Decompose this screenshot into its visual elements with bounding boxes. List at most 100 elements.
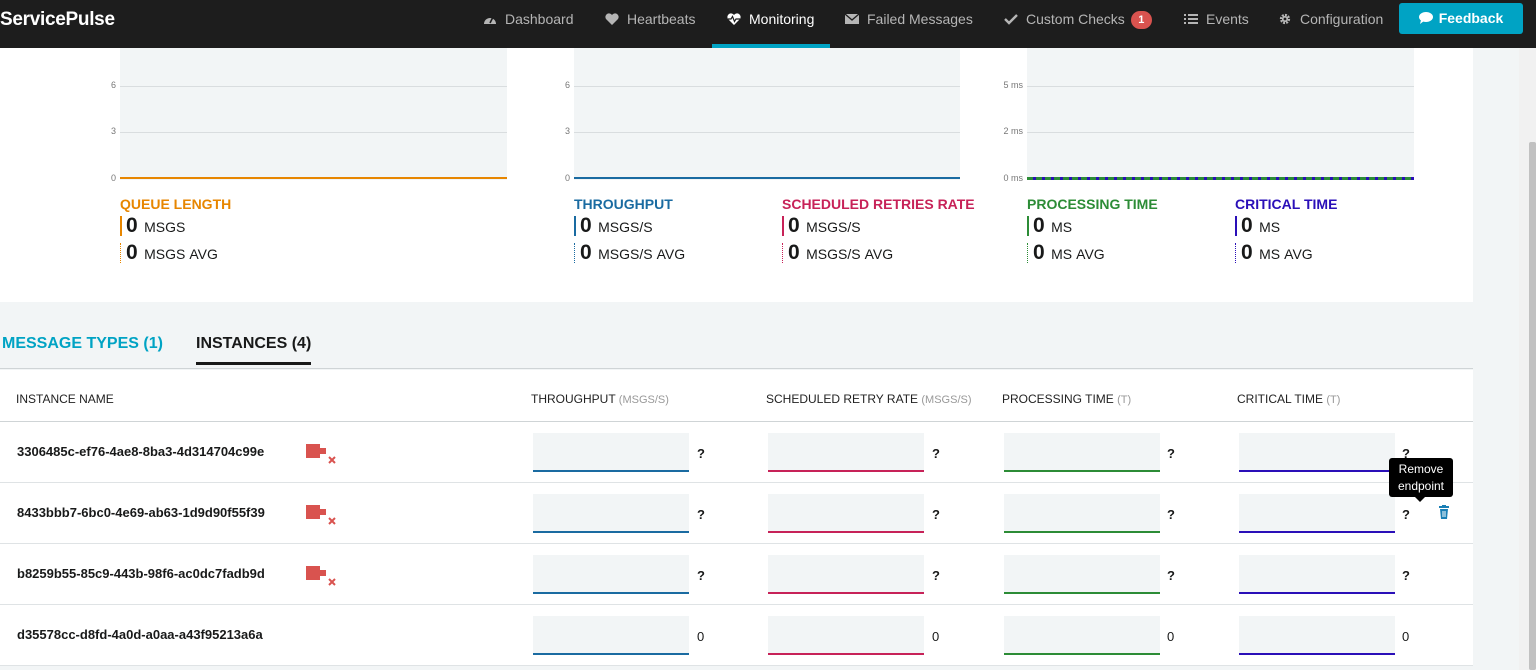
stat-current: 0 MSGS/S bbox=[782, 212, 975, 239]
gridline bbox=[574, 132, 960, 133]
instance-name[interactable]: b8259b55-85c9-443b-98f6-ac0dc7fadb9d bbox=[17, 566, 265, 581]
stat-avg-label: AVG bbox=[189, 246, 218, 262]
stat-marker bbox=[574, 243, 575, 263]
gridline bbox=[120, 132, 507, 133]
header-unit: (MSGS/S) bbox=[618, 394, 669, 406]
feedback-label: Feedback bbox=[1438, 10, 1504, 26]
tab-instances[interactable]: INSTANCES (4) bbox=[196, 335, 312, 365]
nav-configuration-label: Configuration bbox=[1300, 11, 1384, 27]
column-header-retry-rate[interactable]: SCHEDULED RETRY RATE (MSGS/S) bbox=[766, 392, 972, 406]
critical-time-sparkline bbox=[1239, 433, 1395, 472]
y-tick: 6 bbox=[564, 80, 570, 90]
queue-length-stat: QUEUE LENGTH 0 MSGS 0 MSGS AVG bbox=[120, 196, 231, 266]
critical-time-value: 0 bbox=[1402, 629, 1410, 644]
critical-time-sparkline bbox=[1239, 494, 1395, 533]
stat-marker bbox=[1027, 216, 1029, 236]
scheduled-retries-stat: SCHEDULED RETRIES RATE 0 MSGS/S 0 MSGS/S… bbox=[782, 196, 975, 266]
page-scrollbar-thumb[interactable] bbox=[1529, 142, 1536, 670]
nav-custom-checks[interactable]: Custom Checks 1 bbox=[1004, 0, 1152, 48]
stat-average: 0 MSGS/S AVG bbox=[782, 239, 975, 266]
feedback-button[interactable]: Feedback bbox=[1399, 3, 1523, 34]
stat-marker bbox=[782, 243, 783, 263]
nav-monitoring[interactable]: Monitoring bbox=[712, 0, 830, 48]
nav-dashboard-label: Dashboard bbox=[505, 11, 574, 27]
throughput-graph bbox=[574, 48, 960, 180]
table-row[interactable]: b8259b55-85c9-443b-98f6-ac0dc7fadb9d ? ?… bbox=[0, 544, 1473, 605]
nav-failed-messages[interactable]: Failed Messages bbox=[845, 0, 973, 48]
comment-icon bbox=[1418, 12, 1433, 24]
stat-current: 0 MS bbox=[1027, 212, 1158, 239]
stat-value: 0 bbox=[580, 214, 592, 237]
stat-average: 0 MS AVG bbox=[1027, 239, 1158, 266]
stat-unit: MS bbox=[1259, 246, 1281, 262]
gear-icon bbox=[1279, 13, 1291, 25]
disconnected-plug-icon bbox=[306, 566, 336, 586]
critical-time-value: ? bbox=[1402, 568, 1410, 583]
stat-average: 0 MS AVG bbox=[1235, 239, 1337, 266]
table-row[interactable]: d35578cc-d8fd-4a0d-a0aa-a43f95213a6a 0 0… bbox=[0, 605, 1473, 666]
list-icon bbox=[1184, 14, 1198, 24]
disconnected-plug-icon bbox=[306, 444, 336, 464]
trash-icon[interactable] bbox=[1438, 505, 1450, 519]
instance-name[interactable]: 3306485c-ef76-4ae8-8ba3-4d314704c99e bbox=[17, 444, 265, 459]
nav-configuration[interactable]: Configuration bbox=[1278, 0, 1383, 48]
nav-custom-checks-label: Custom Checks bbox=[1026, 11, 1125, 27]
processing-time-graph bbox=[1027, 48, 1414, 180]
instance-name[interactable]: d35578cc-d8fd-4a0d-a0aa-a43f95213a6a bbox=[17, 627, 263, 642]
stat-current: 0 MSGS bbox=[120, 212, 231, 239]
nav-events[interactable]: Events bbox=[1184, 0, 1249, 48]
stat-unit: MSGS/S bbox=[598, 246, 653, 262]
retry-rate-sparkline bbox=[768, 616, 924, 655]
stat-unit: MSGS bbox=[144, 219, 186, 235]
envelope-icon bbox=[845, 13, 859, 24]
stat-unit: MS bbox=[1051, 246, 1073, 262]
check-icon bbox=[1004, 14, 1018, 25]
instance-name[interactable]: 8433bbb7-6bc0-4e69-ab63-1d9d90f55f39 bbox=[17, 505, 265, 520]
nav-failed-messages-label: Failed Messages bbox=[867, 11, 973, 27]
column-header-processing-time[interactable]: PROCESSING TIME (T) bbox=[1002, 392, 1131, 406]
stat-marker bbox=[120, 243, 121, 263]
table-row[interactable]: 3306485c-ef76-4ae8-8ba3-4d314704c99e ? ?… bbox=[0, 422, 1473, 483]
stat-avg-label: AVG bbox=[1076, 246, 1105, 262]
header-label: SCHEDULED RETRY RATE bbox=[766, 392, 919, 406]
stat-marker bbox=[1235, 243, 1236, 263]
throughput-value: ? bbox=[697, 568, 705, 583]
gridline bbox=[120, 86, 507, 87]
stat-avg-value: 0 bbox=[1241, 241, 1253, 264]
retry-rate-sparkline bbox=[768, 555, 924, 594]
stat-current: 0 MSGS/S bbox=[574, 212, 685, 239]
retry-rate-value: 0 bbox=[932, 629, 940, 644]
queue-length-graph bbox=[120, 48, 507, 180]
throughput-sparkline bbox=[533, 616, 689, 655]
y-tick: 5 ms bbox=[1003, 80, 1023, 90]
stat-marker bbox=[1235, 216, 1237, 236]
queue-length-series bbox=[120, 177, 507, 179]
column-header-instance-name[interactable]: INSTANCE NAME bbox=[16, 392, 114, 406]
tab-message-types[interactable]: MESSAGE TYPES (1) bbox=[2, 335, 163, 352]
custom-checks-badge: 1 bbox=[1130, 11, 1152, 29]
heart-icon bbox=[605, 13, 619, 25]
critical-time-stat: CRITICAL TIME 0 MS 0 MS AVG bbox=[1235, 196, 1337, 266]
retry-rate-sparkline bbox=[768, 494, 924, 533]
critical-time-sparkline bbox=[1239, 555, 1395, 594]
nav-dashboard[interactable]: Dashboard bbox=[483, 0, 574, 48]
brand-logo[interactable]: ServicePulse bbox=[0, 9, 115, 30]
processing-time-value: 0 bbox=[1167, 629, 1175, 644]
critical-time-sparkline bbox=[1239, 616, 1395, 655]
nav-heartbeats[interactable]: Heartbeats bbox=[605, 0, 695, 48]
header-label: PROCESSING TIME bbox=[1002, 392, 1114, 406]
table-row[interactable]: 8433bbb7-6bc0-4e69-ab63-1d9d90f55f39 ? ?… bbox=[0, 483, 1473, 544]
stat-marker bbox=[574, 216, 576, 236]
nav-heartbeats-label: Heartbeats bbox=[627, 11, 696, 27]
stat-average: 0 MSGS/S AVG bbox=[574, 239, 685, 266]
header-label: INSTANCE NAME bbox=[16, 392, 114, 406]
y-tick: 3 bbox=[564, 126, 570, 136]
column-header-critical-time[interactable]: CRITICAL TIME (T) bbox=[1237, 392, 1340, 406]
processing-time-value: ? bbox=[1167, 446, 1175, 461]
column-header-throughput[interactable]: THROUGHPUT (MSGS/S) bbox=[531, 392, 669, 406]
processing-time-stat: PROCESSING TIME 0 MS 0 MS AVG bbox=[1027, 196, 1158, 266]
throughput-value: ? bbox=[697, 507, 705, 522]
header-unit: (MSGS/S) bbox=[921, 394, 972, 406]
stat-title: QUEUE LENGTH bbox=[120, 196, 232, 212]
stat-unit: MSGS/S bbox=[598, 219, 653, 235]
